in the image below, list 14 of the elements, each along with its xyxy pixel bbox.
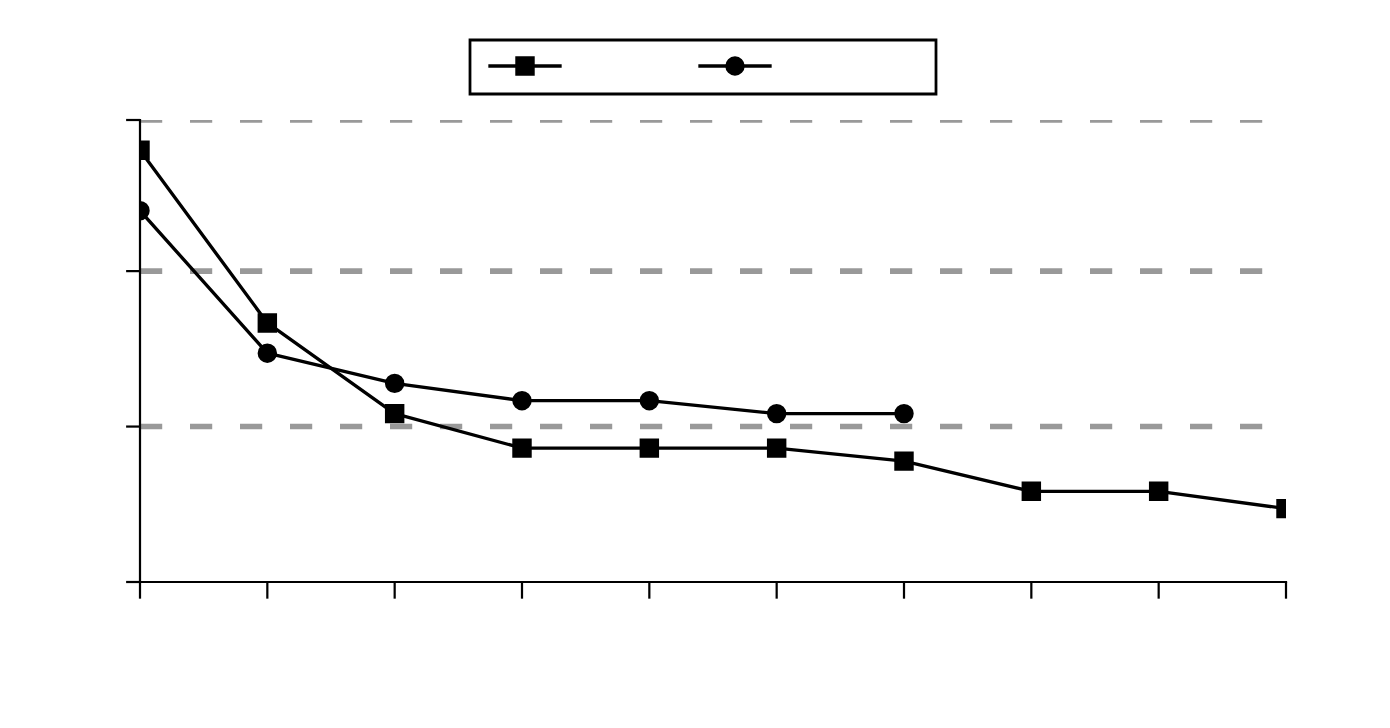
- point: [639, 390, 660, 411]
- point: [894, 451, 914, 471]
- point: [766, 438, 787, 458]
- point: [512, 438, 532, 458]
- point: [257, 343, 278, 363]
- point: [1021, 481, 1042, 502]
- point: [257, 313, 278, 333]
- point: [894, 403, 914, 424]
- point: [639, 438, 660, 458]
- point: [512, 390, 532, 411]
- point: [1148, 481, 1169, 502]
- point: [384, 373, 405, 394]
- point: [766, 403, 787, 424]
- point: [384, 403, 405, 424]
